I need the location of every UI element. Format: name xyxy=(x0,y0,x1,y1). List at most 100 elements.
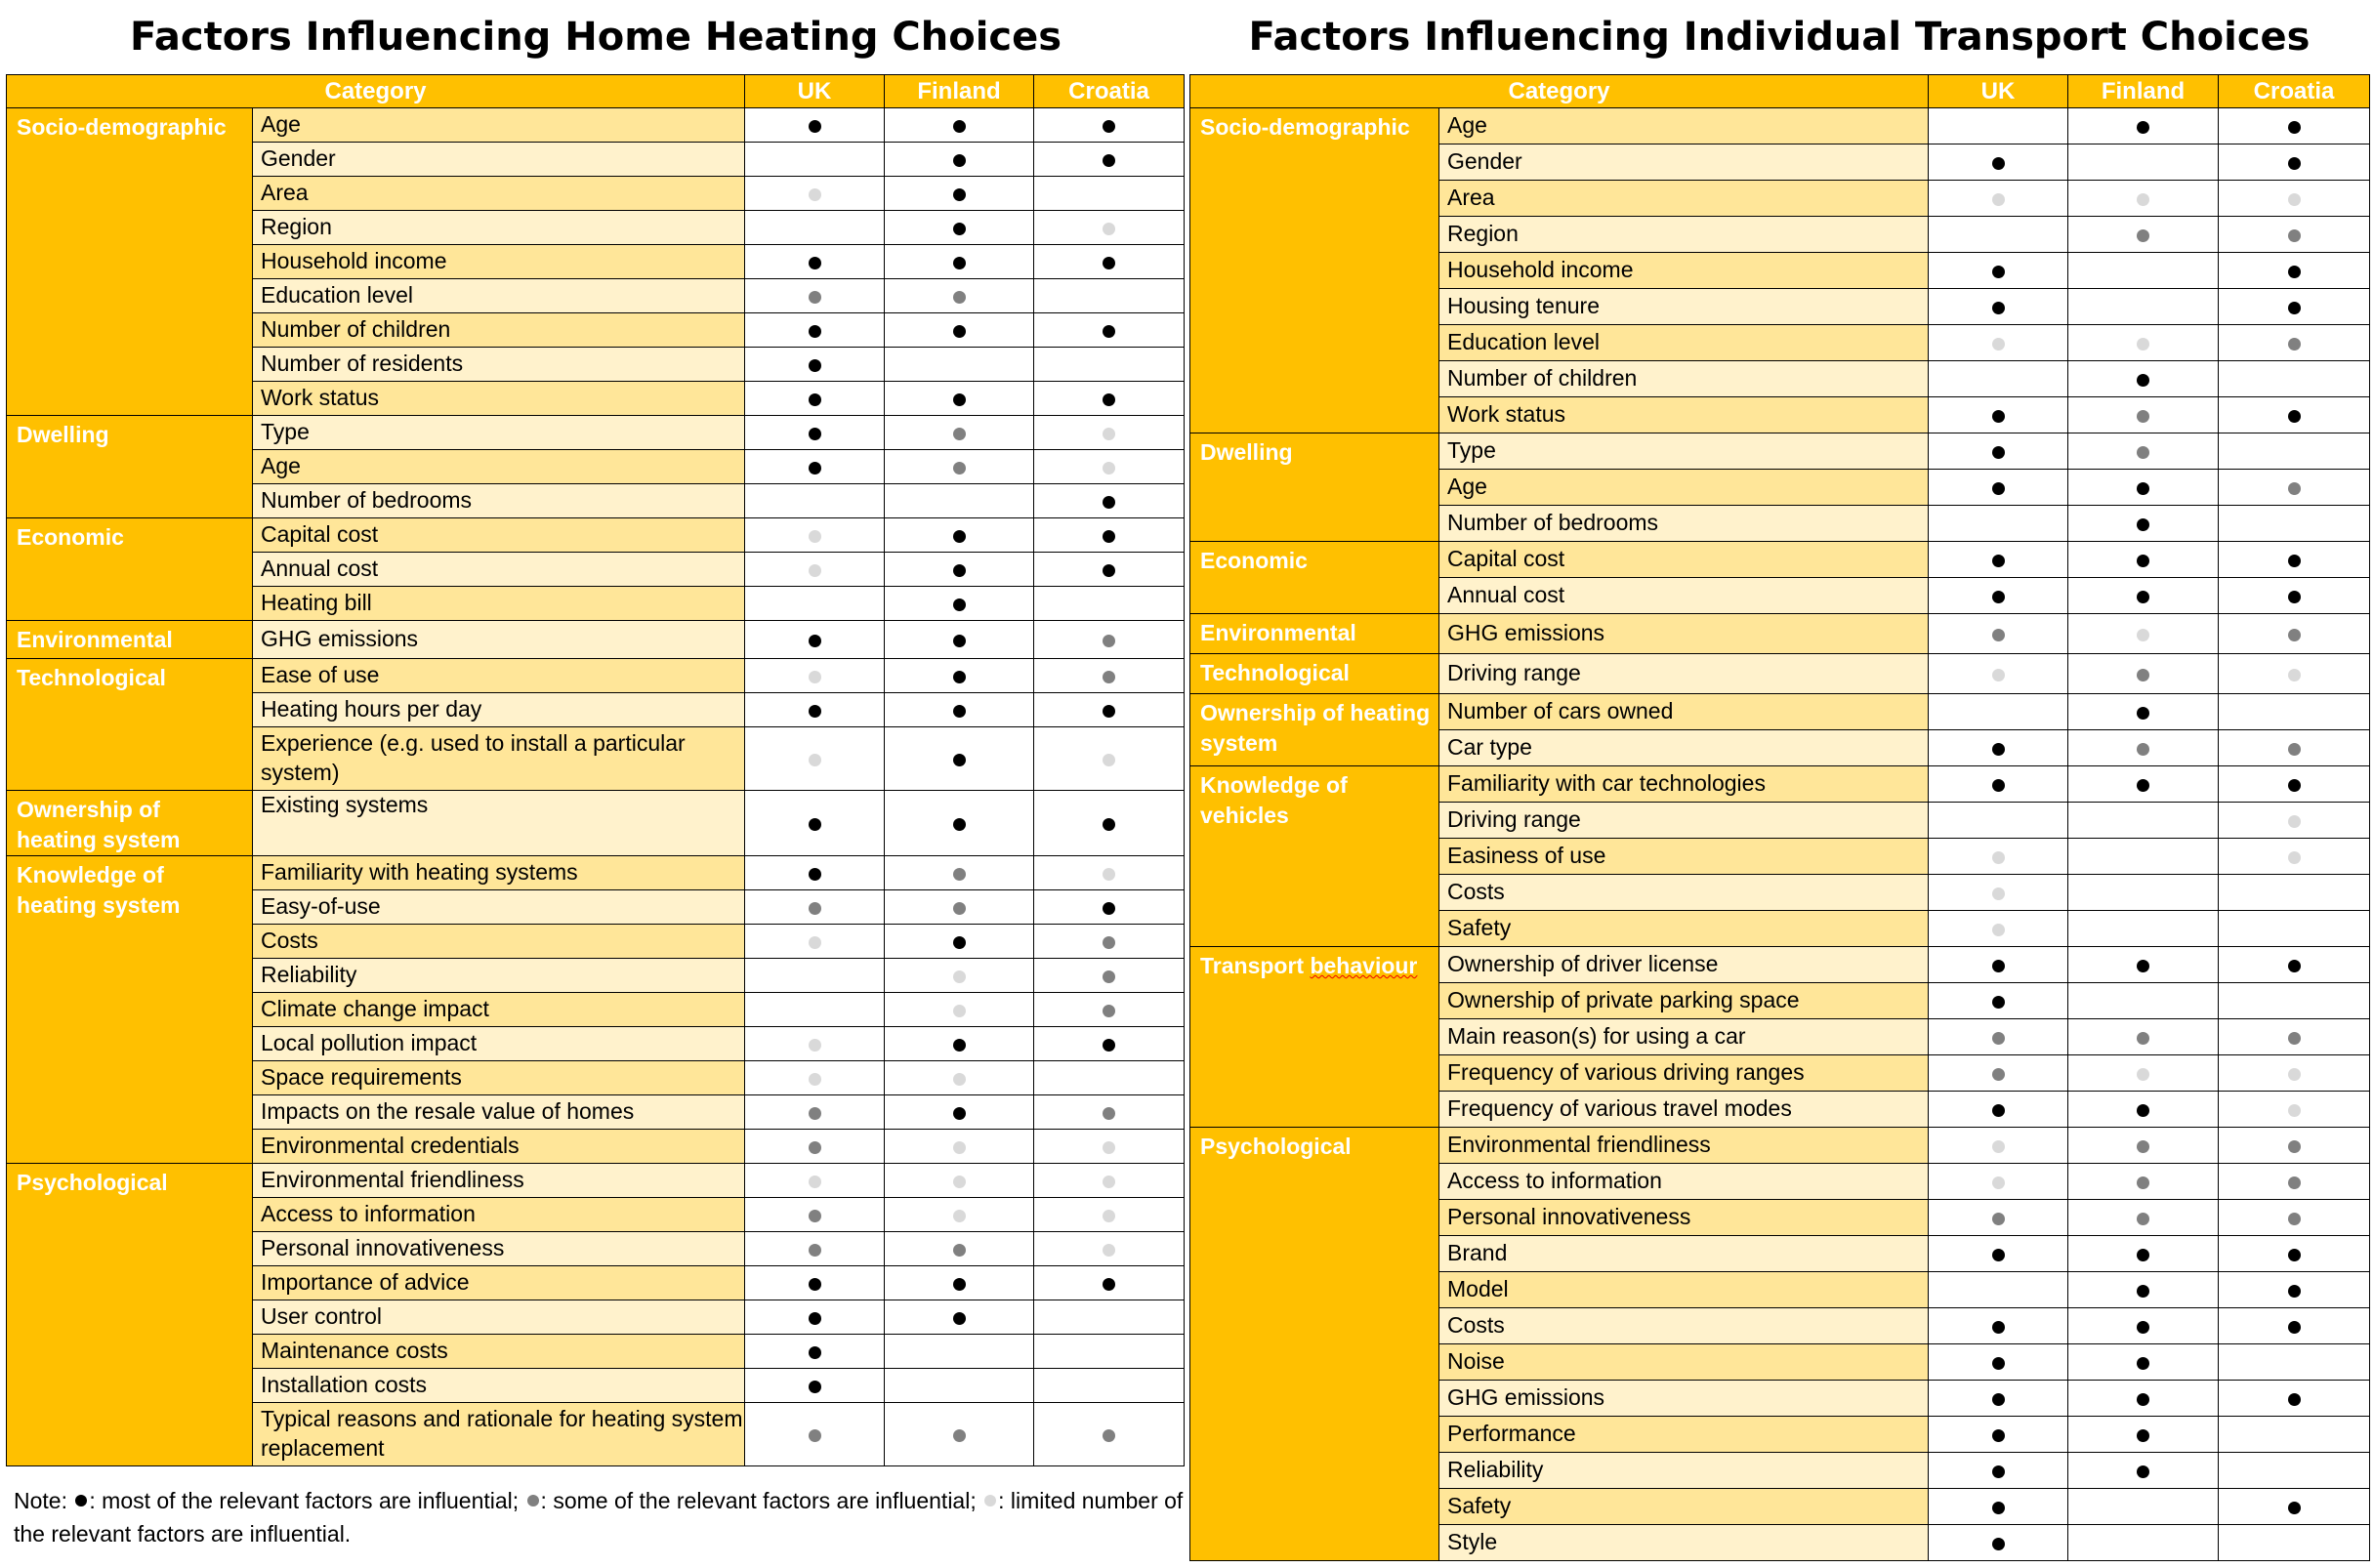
factor-cell: Heating hours per day xyxy=(252,692,745,727)
transport-panel: Factors Influencing Individual Transport… xyxy=(1189,0,2370,1561)
mark-cell-finland xyxy=(2067,577,2219,614)
strong-dot-icon xyxy=(1991,1248,2005,1261)
strong-dot-icon xyxy=(1991,481,2005,495)
mark-cell-finland xyxy=(884,1094,1034,1131)
limited-dot-icon xyxy=(952,1176,966,1189)
mark-cell-croatia xyxy=(2218,653,2370,694)
factor-cell: Model xyxy=(1438,1271,1929,1308)
table-row: Gender xyxy=(1190,144,2370,181)
mark-cell-uk xyxy=(1928,693,2068,730)
factor-cell: Safety xyxy=(1438,910,1929,947)
mark-cell-uk xyxy=(1928,1524,2068,1561)
category-cell: Economic xyxy=(6,517,253,621)
factor-cell: Education level xyxy=(252,278,745,313)
category-cell: Socio-demographic xyxy=(1189,107,1439,433)
mark-cell-uk xyxy=(1928,1380,2068,1417)
table-row: Region xyxy=(7,210,1185,245)
factor-cell: Work status xyxy=(1438,396,1929,433)
table-row: Easy-of-use xyxy=(7,889,1185,926)
table-row: Economic Capital cost xyxy=(1189,541,2370,614)
mark-cell-finland xyxy=(2067,653,2219,694)
category-label: Knowledge of vehicles xyxy=(1200,772,1348,829)
mark-cell-uk xyxy=(744,107,885,143)
mark-cell-croatia xyxy=(2218,838,2370,875)
category-label: Economic xyxy=(17,524,124,550)
mark-cell-uk xyxy=(744,381,885,416)
category-label: Economic xyxy=(1200,548,1308,573)
factor-cell: Education level xyxy=(1438,324,1929,361)
medium-dot-icon xyxy=(2287,628,2301,641)
medium-dot-icon xyxy=(808,290,821,304)
table-row: Main reason(s) for using a car xyxy=(1190,1018,2370,1055)
strong-dot-icon xyxy=(808,392,821,406)
mark-cell-croatia xyxy=(2218,505,2370,542)
medium-dot-icon xyxy=(2287,228,2301,242)
factor-cell: Housing tenure xyxy=(1438,288,1929,325)
mark-cell-finland xyxy=(884,1300,1034,1336)
mark-cell-uk xyxy=(1928,1018,2068,1055)
limited-dot-icon xyxy=(1991,668,2005,681)
factor-cell: Age xyxy=(1438,469,1929,506)
mark-cell-uk xyxy=(744,517,885,553)
note-prefix: Note: xyxy=(14,1488,74,1513)
mark-cell-uk xyxy=(744,855,885,891)
strong-dot-icon xyxy=(1991,1501,2005,1514)
table-row: Psychological Environmental friendliness xyxy=(1189,1127,2370,1561)
mark-cell-uk xyxy=(744,1334,885,1370)
mark-cell-uk xyxy=(744,1129,885,1165)
transport-title: Factors Influencing Individual Transport… xyxy=(1248,15,2311,60)
category-cell: Socio-demographic xyxy=(6,107,253,416)
mark-cell-finland xyxy=(2067,288,2219,325)
mark-cell-finland xyxy=(2067,613,2219,654)
transport-header-finland: Finland xyxy=(2067,74,2219,108)
mark-cell-uk xyxy=(1928,1452,2068,1489)
table-row: Costs xyxy=(7,924,1185,960)
limited-dot-icon xyxy=(808,753,821,766)
mark-cell-croatia xyxy=(2218,288,2370,325)
strong-dot-icon xyxy=(808,634,821,647)
category-label: Dwelling xyxy=(17,422,109,447)
mark-cell-uk xyxy=(1928,1091,2068,1128)
transport-header-croatia: Croatia xyxy=(2218,74,2370,108)
table-row: Dwelling Type xyxy=(1189,433,2370,542)
mark-cell-croatia xyxy=(1033,726,1185,791)
mark-cell-croatia xyxy=(2218,693,2370,730)
category-label: Environmental xyxy=(17,627,173,652)
mark-cell-finland xyxy=(2067,1524,2219,1561)
mark-cell-croatia xyxy=(2218,1452,2370,1489)
transport-header-uk: UK xyxy=(1928,74,2068,108)
table-row: Household income xyxy=(7,244,1185,279)
mark-cell-finland xyxy=(884,142,1034,177)
limited-dot-icon xyxy=(952,970,966,984)
factor-cell: Experience (e.g. used to install a parti… xyxy=(252,726,745,791)
strong-dot-icon xyxy=(952,222,966,235)
factor-cell: Maintenance costs xyxy=(252,1334,745,1370)
mark-cell-uk xyxy=(744,924,885,960)
limited-dot-icon xyxy=(2137,192,2149,206)
strong-dot-icon xyxy=(1991,156,2005,170)
table-row: Ownership of heating system Existing syst… xyxy=(6,789,1185,857)
mark-cell-croatia xyxy=(2218,1054,2370,1092)
factor-cell: User control xyxy=(252,1300,745,1336)
strong-dot-icon xyxy=(1991,995,2005,1009)
strong-dot-icon xyxy=(75,1495,88,1507)
medium-dot-icon xyxy=(2137,1139,2149,1153)
mark-cell-uk xyxy=(1928,1199,2068,1236)
factor-cell: Number of children xyxy=(252,312,745,348)
heating-header-uk: UK xyxy=(744,74,885,108)
strong-dot-icon xyxy=(952,1107,966,1121)
strong-dot-icon xyxy=(808,1381,821,1394)
table-row: Socio-demographic Age xyxy=(6,107,1185,416)
medium-dot-icon xyxy=(2287,742,2301,756)
strong-dot-icon xyxy=(808,1312,821,1326)
limited-dot-icon xyxy=(1991,850,2005,864)
strong-dot-icon xyxy=(952,1039,966,1052)
table-row: Driving range xyxy=(1190,802,2370,839)
mark-cell-uk xyxy=(744,1402,885,1467)
mark-cell-finland xyxy=(2067,1163,2219,1200)
mark-cell-finland xyxy=(2067,1091,2219,1128)
mark-cell-croatia xyxy=(1033,958,1185,994)
strong-dot-icon xyxy=(2287,778,2301,792)
mark-cell-uk xyxy=(744,1300,885,1336)
mark-cell-croatia xyxy=(1033,1129,1185,1165)
